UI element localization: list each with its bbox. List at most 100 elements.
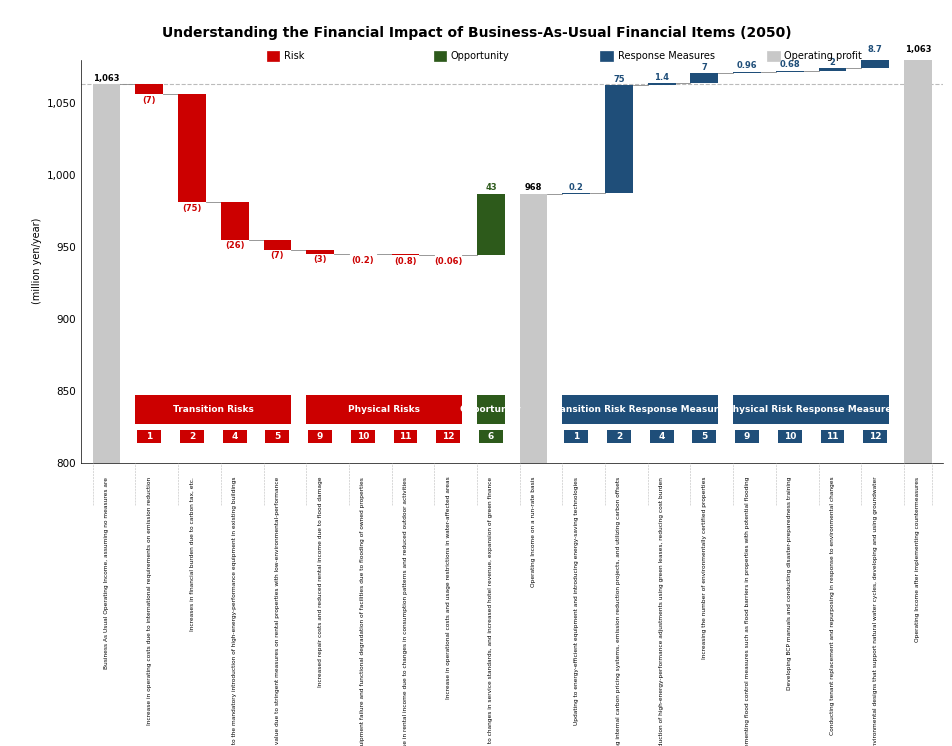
Bar bbox=[903, 55, 931, 746]
Text: Decline in asset value due to stringent measures on rental properties with low-e: Decline in asset value due to stringent … bbox=[274, 477, 280, 746]
Text: Operating Income on a run-rate basis: Operating Income on a run-rate basis bbox=[530, 477, 536, 587]
Text: Updating to energy-efficient equipment and introducing energy-saving technologie: Updating to energy-efficient equipment a… bbox=[573, 477, 578, 724]
Text: Equipment failure and functional degradation of facilities due to flooding of ow: Equipment failure and functional degrada… bbox=[360, 477, 365, 746]
Text: 6: 6 bbox=[487, 432, 493, 441]
Text: 4: 4 bbox=[231, 432, 238, 441]
Bar bbox=[306, 250, 333, 254]
Text: Utilizing internal carbon pricing systems, emission reduction projects, and util: Utilizing internal carbon pricing system… bbox=[616, 477, 621, 746]
Text: Risk: Risk bbox=[284, 51, 304, 61]
Text: 1: 1 bbox=[146, 432, 152, 441]
Text: (7): (7) bbox=[270, 251, 284, 260]
Text: 10: 10 bbox=[356, 432, 368, 441]
Bar bbox=[562, 395, 718, 424]
Bar bbox=[477, 193, 505, 255]
Bar bbox=[732, 72, 760, 73]
Text: 2: 2 bbox=[615, 432, 622, 441]
Text: 1.4: 1.4 bbox=[653, 73, 668, 82]
Bar bbox=[266, 430, 289, 443]
Text: (75): (75) bbox=[182, 204, 202, 213]
Text: 1,063: 1,063 bbox=[93, 74, 120, 83]
Text: Developing BCP manuals and conducting disaster-preparedness training: Developing BCP manuals and conducting di… bbox=[786, 477, 791, 690]
Text: 1: 1 bbox=[572, 432, 579, 441]
Text: Increases in financial burden due to carbon tax, etc.: Increases in financial burden due to car… bbox=[189, 477, 194, 630]
Text: 12: 12 bbox=[442, 432, 454, 441]
Bar bbox=[436, 430, 460, 443]
Text: 0.2: 0.2 bbox=[568, 183, 584, 192]
Bar bbox=[350, 430, 374, 443]
Text: Increase in operational costs and usage restrictions in water-affected areas: Increase in operational costs and usage … bbox=[446, 477, 450, 700]
Text: (0.8): (0.8) bbox=[394, 257, 416, 266]
Bar bbox=[606, 430, 630, 443]
Bar bbox=[820, 430, 843, 443]
Bar bbox=[479, 430, 503, 443]
Text: Transition Risks: Transition Risks bbox=[172, 405, 253, 414]
Text: (0.06): (0.06) bbox=[433, 257, 462, 266]
Bar bbox=[649, 430, 673, 443]
Bar bbox=[306, 395, 462, 424]
Y-axis label: (million yen/year): (million yen/year) bbox=[32, 218, 42, 304]
Text: Introducing water-saving technologies and developing, water reuse systems, adopt: Introducing water-saving technologies an… bbox=[872, 477, 877, 746]
Bar bbox=[264, 239, 291, 250]
Text: Promoting the introduction of high-energy-performance adjustments using green le: Promoting the introduction of high-energ… bbox=[659, 477, 664, 746]
Text: Increase in operating costs due to international requirements on emission reduct: Increase in operating costs due to inter… bbox=[147, 477, 151, 725]
Text: 75: 75 bbox=[612, 75, 625, 84]
Text: 10: 10 bbox=[783, 432, 795, 441]
Text: Increasing the number of environmentally certified properties: Increasing the number of environmentally… bbox=[701, 477, 706, 659]
Bar bbox=[180, 430, 204, 443]
Text: 0.96: 0.96 bbox=[736, 61, 757, 70]
Text: (26): (26) bbox=[225, 241, 245, 250]
Text: 2: 2 bbox=[188, 432, 195, 441]
Text: Response Measures: Response Measures bbox=[617, 51, 714, 61]
Text: 12: 12 bbox=[868, 432, 881, 441]
Text: 1,063: 1,063 bbox=[903, 45, 930, 54]
Text: 968: 968 bbox=[525, 183, 542, 192]
Text: Opportunity: Opportunity bbox=[460, 405, 522, 414]
Bar bbox=[519, 193, 546, 746]
Bar bbox=[391, 254, 419, 255]
Bar bbox=[178, 94, 206, 202]
Text: 9: 9 bbox=[744, 432, 749, 441]
Text: (3): (3) bbox=[313, 255, 327, 264]
Bar bbox=[775, 71, 803, 72]
Text: 7: 7 bbox=[701, 63, 706, 72]
Bar bbox=[818, 68, 845, 71]
Bar bbox=[564, 430, 587, 443]
Bar bbox=[732, 395, 888, 424]
Text: 4: 4 bbox=[658, 432, 664, 441]
Bar bbox=[477, 395, 505, 424]
Text: 11: 11 bbox=[825, 432, 838, 441]
Bar bbox=[135, 395, 291, 424]
Text: Increased repair costs and reduced rental income due to flood damage: Increased repair costs and reduced renta… bbox=[317, 477, 323, 687]
Bar bbox=[863, 430, 886, 443]
Text: 11: 11 bbox=[399, 432, 411, 441]
Text: Transition Risk Response Measures: Transition Risk Response Measures bbox=[550, 405, 729, 414]
Bar bbox=[690, 73, 718, 84]
Text: Implementing flood control measures such as flood barriers in properties with po: Implementing flood control measures such… bbox=[744, 477, 749, 746]
Text: 5: 5 bbox=[701, 432, 706, 441]
Text: Physical Risks: Physical Risks bbox=[347, 405, 420, 414]
Bar bbox=[647, 84, 675, 85]
Bar bbox=[777, 430, 801, 443]
Bar bbox=[734, 430, 758, 443]
Bar bbox=[223, 430, 247, 443]
Bar bbox=[307, 430, 331, 443]
Bar bbox=[861, 55, 888, 68]
Text: Opportunity: Opportunity bbox=[450, 51, 509, 61]
Bar bbox=[692, 430, 716, 443]
Text: (0.2): (0.2) bbox=[351, 256, 374, 265]
Text: (7): (7) bbox=[143, 95, 156, 104]
Text: 2: 2 bbox=[828, 57, 835, 66]
Text: Operating profit: Operating profit bbox=[783, 51, 862, 61]
Text: Physical Risk Response Measures: Physical Risk Response Measures bbox=[724, 405, 896, 414]
Text: 5: 5 bbox=[274, 432, 280, 441]
Text: 8.7: 8.7 bbox=[867, 45, 882, 54]
Text: Operating Income after implementing countermeasures: Operating Income after implementing coun… bbox=[914, 477, 920, 642]
Text: Conducting tenant replacement and repurposing in response to environmental chang: Conducting tenant replacement and repurp… bbox=[829, 477, 834, 736]
Text: 9: 9 bbox=[317, 432, 323, 441]
Text: Higher rents and asset value boost by an increase in occupancy rate of environme: Higher rents and asset value boost by an… bbox=[487, 477, 493, 746]
Bar bbox=[221, 202, 248, 239]
Text: Understanding the Financial Impact of Business-As-Usual Financial Items (2050): Understanding the Financial Impact of Bu… bbox=[162, 26, 790, 40]
Bar bbox=[92, 84, 120, 746]
Text: Decrease in rental income due to changes in consumption patterns and reduced out: Decrease in rental income due to changes… bbox=[403, 477, 407, 746]
Text: Increases in installation costs due to the mandatory introduction of high-energy: Increases in installation costs due to t… bbox=[232, 477, 237, 746]
